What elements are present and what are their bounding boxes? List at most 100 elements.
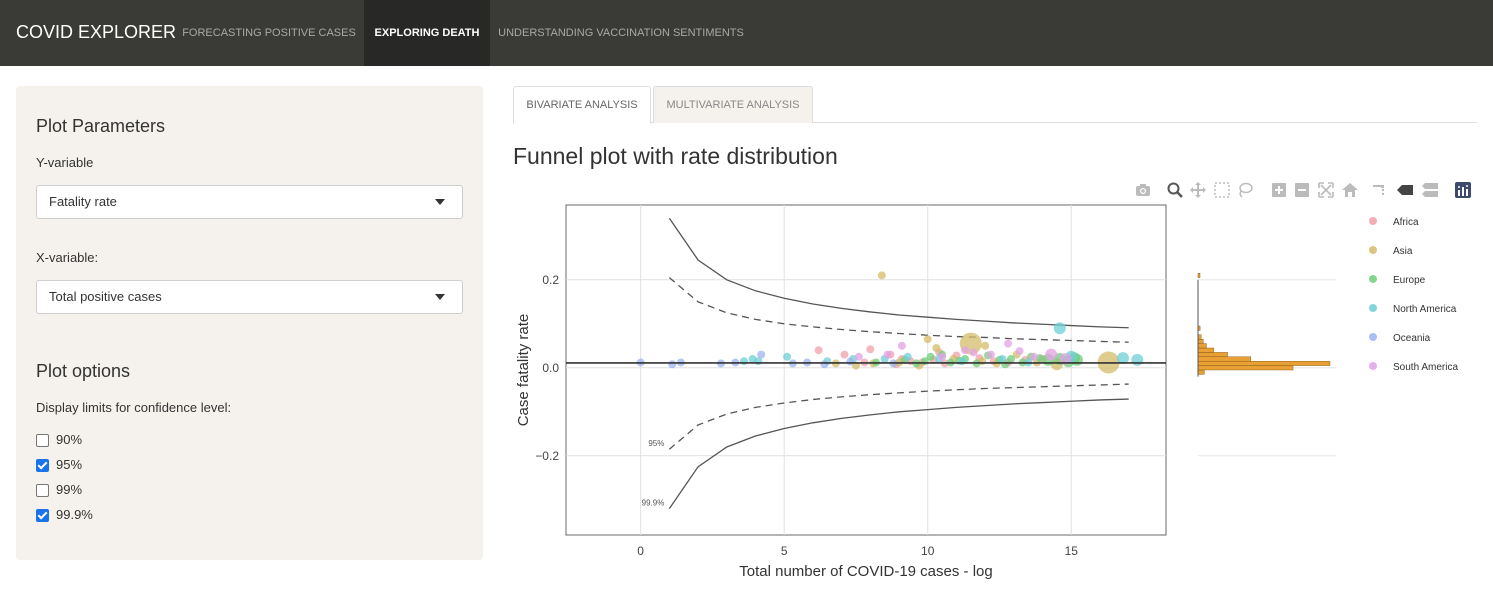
checkbox-95[interactable] bbox=[36, 459, 49, 472]
nav-exploring-death[interactable]: EXPLORING DEATH bbox=[364, 0, 490, 66]
legend-label-asia: Asia bbox=[1393, 246, 1413, 257]
tab-bivariate-analysis[interactable]: BIVARIATE ANALYSIS bbox=[513, 86, 651, 124]
data-point-oceania bbox=[846, 357, 855, 366]
data-point-europe bbox=[1006, 355, 1015, 363]
data-point-oceania bbox=[668, 360, 677, 369]
checkbox-label-95: 95% bbox=[56, 457, 83, 472]
sidebar-panel: Plot Parameters Y-variable Fatality rate… bbox=[16, 86, 483, 560]
top-navbar: COVID EXPLORER FORECASTING POSITIVE CASE… bbox=[0, 0, 1493, 66]
data-point-asia bbox=[923, 335, 932, 344]
x-variable-select[interactable]: Total positive cases bbox=[36, 280, 463, 314]
histogram-bar bbox=[1197, 369, 1205, 375]
spike-lines-icon[interactable] bbox=[1370, 181, 1388, 199]
legend-label-africa: Africa bbox=[1393, 217, 1419, 228]
reset-axes-icon[interactable] bbox=[1341, 181, 1359, 199]
zoom-out-icon[interactable] bbox=[1293, 181, 1311, 199]
x-tick-label: 10 bbox=[921, 544, 935, 558]
y-tick-label: 0.2 bbox=[542, 273, 559, 287]
data-point-asia bbox=[932, 344, 941, 352]
limit-label: 99.9% bbox=[642, 499, 665, 508]
legend-marker-asia bbox=[1369, 246, 1377, 254]
checkbox-label-90: 90% bbox=[56, 432, 83, 447]
histogram-bar bbox=[1197, 352, 1228, 357]
data-point-africa bbox=[840, 350, 849, 359]
data-point-south-america bbox=[986, 350, 995, 359]
plot-parameters-heading: Plot Parameters bbox=[36, 116, 166, 136]
y-variable-value: Fatality rate bbox=[49, 194, 117, 209]
checkbox-label-99: 99% bbox=[56, 482, 83, 497]
plot-options-heading: Plot options bbox=[36, 361, 131, 381]
legend-label-south-america: South America bbox=[1393, 362, 1458, 373]
data-point-north-america bbox=[998, 355, 1007, 363]
histogram-bar bbox=[1197, 339, 1204, 344]
data-point-north-america bbox=[1053, 322, 1066, 335]
x-tick-label: 15 bbox=[1065, 544, 1079, 558]
plot-modebar bbox=[1132, 181, 1476, 201]
histogram-bar bbox=[1197, 273, 1201, 278]
plot-title: Funnel plot with rate distribution bbox=[513, 143, 838, 169]
data-point-north-america bbox=[903, 352, 912, 361]
data-point-asia bbox=[877, 271, 886, 280]
checkbox-90[interactable] bbox=[36, 434, 49, 447]
limit-label: 95% bbox=[648, 439, 664, 448]
chevron-down-icon bbox=[435, 294, 445, 300]
data-point-south-america bbox=[1004, 339, 1013, 348]
autoscale-icon[interactable] bbox=[1317, 181, 1335, 199]
app-brand[interactable]: COVID EXPLORER bbox=[16, 22, 177, 42]
legend-marker-africa bbox=[1369, 217, 1377, 225]
x-variable-value: Total positive cases bbox=[49, 289, 162, 304]
data-point-north-america bbox=[1116, 352, 1129, 365]
hover-compare-icon[interactable] bbox=[1421, 181, 1439, 199]
plot-frame bbox=[565, 204, 1167, 536]
chevron-down-icon bbox=[435, 199, 445, 205]
y-variable-label: Y-variable bbox=[36, 155, 94, 170]
legend-marker-oceania bbox=[1369, 333, 1377, 341]
tabs-divider bbox=[513, 122, 1477, 123]
data-point-europe bbox=[920, 357, 929, 366]
data-point-south-america bbox=[1029, 352, 1038, 361]
nav-forecasting-positive-cases[interactable]: FORECASTING POSITIVE CASES bbox=[182, 27, 356, 39]
y-tick-label: −0.2 bbox=[535, 449, 559, 463]
histogram-bar bbox=[1197, 356, 1251, 362]
box-select-icon[interactable] bbox=[1213, 181, 1231, 199]
hover-closest-icon[interactable] bbox=[1396, 181, 1414, 199]
data-point-south-america bbox=[897, 341, 906, 350]
tab-multivariate-analysis[interactable]: MULTIVARIATE ANALYSIS bbox=[653, 86, 813, 123]
y-tick-label: 0.0 bbox=[542, 361, 559, 375]
x-axis-title: Total number of COVID-19 cases - log bbox=[739, 563, 992, 580]
plotly-logo-icon[interactable] bbox=[1454, 181, 1472, 199]
data-point-europe bbox=[926, 352, 935, 361]
lower-limit-95% bbox=[668, 383, 1129, 450]
confidence-level-label: Display limits for confidence level: bbox=[36, 400, 232, 415]
data-point-oceania bbox=[757, 350, 766, 359]
y-axis-title: Case fatality rate bbox=[515, 314, 532, 427]
camera-icon[interactable] bbox=[1134, 181, 1152, 199]
zoom-in-icon[interactable] bbox=[1270, 181, 1288, 199]
data-point-africa bbox=[866, 345, 875, 354]
checkbox-99-9[interactable] bbox=[36, 509, 49, 522]
data-point-south-america bbox=[1015, 347, 1024, 356]
data-point-oceania bbox=[820, 360, 829, 369]
nav-understanding-vaccination-sentiments[interactable]: UNDERSTANDING VACCINATION SENTIMENTS bbox=[498, 27, 744, 39]
zoom-icon[interactable] bbox=[1166, 181, 1184, 199]
data-point-south-america bbox=[969, 348, 978, 357]
checkbox-99[interactable] bbox=[36, 484, 49, 497]
data-point-north-america bbox=[783, 352, 792, 361]
legend-label-europe: Europe bbox=[1393, 275, 1426, 286]
data-point-south-america bbox=[961, 346, 970, 355]
y-variable-select[interactable]: Fatality rate bbox=[36, 185, 463, 219]
data-point-north-america bbox=[1131, 353, 1144, 366]
data-point-south-america bbox=[854, 352, 863, 361]
data-point-north-america bbox=[958, 357, 967, 366]
data-point-north-america bbox=[739, 357, 748, 366]
pan-icon[interactable] bbox=[1189, 181, 1207, 199]
data-point-south-america bbox=[1059, 353, 1072, 365]
data-point-south-america bbox=[1045, 348, 1058, 361]
lasso-select-icon[interactable] bbox=[1236, 181, 1254, 199]
checkbox-label-99-9: 99.9% bbox=[56, 507, 93, 522]
histogram-bar bbox=[1197, 343, 1207, 349]
upper-limit-95% bbox=[668, 277, 1129, 343]
data-point-africa bbox=[814, 346, 823, 355]
x-variable-label: X-variable: bbox=[36, 250, 99, 265]
